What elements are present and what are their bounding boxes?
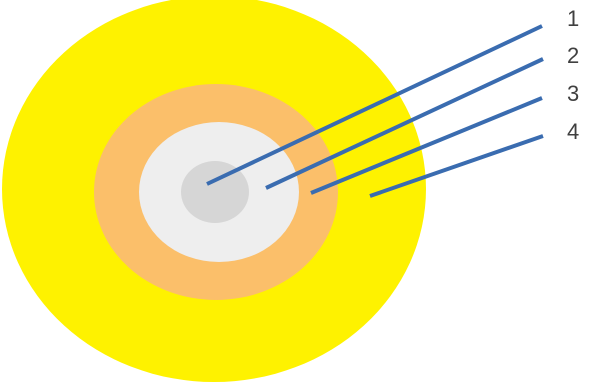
- label-1: 1: [567, 6, 579, 31]
- label-3: 3: [567, 81, 579, 106]
- leader-line-1: [206, 24, 543, 186]
- layer-1-core: [181, 161, 249, 223]
- leader-line-3: [310, 96, 543, 195]
- leader-line-4: [369, 134, 544, 198]
- leader-line-2: [265, 57, 544, 190]
- label-4: 4: [567, 119, 579, 144]
- label-2: 2: [567, 43, 579, 68]
